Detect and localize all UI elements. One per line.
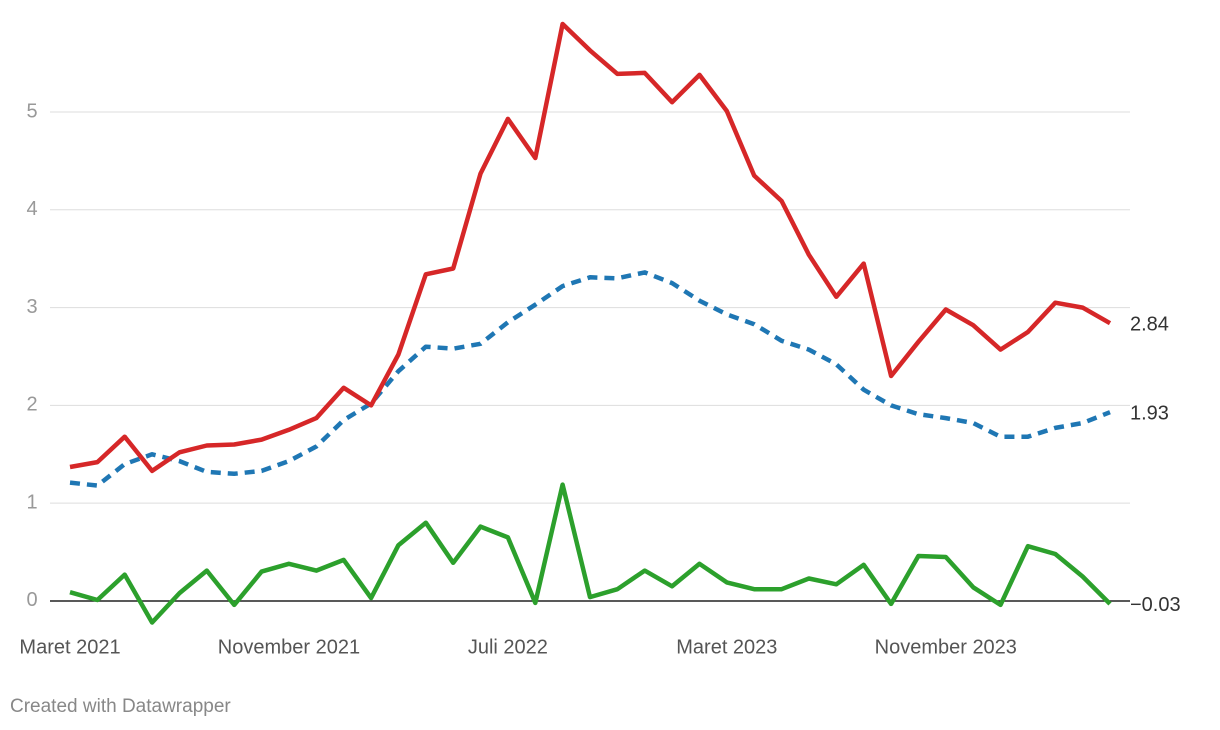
footer: Created with Datawrapper xyxy=(10,696,231,717)
end-label: 2.84 xyxy=(1130,314,1169,336)
x-tick-label: Maret 2021 xyxy=(19,636,120,658)
y-tick-label: 0 xyxy=(26,589,37,611)
end-label: 1.93 xyxy=(1130,403,1169,425)
series-line xyxy=(69,482,1112,625)
x-tick-label: November 2021 xyxy=(218,636,360,658)
y-tick-label: 4 xyxy=(26,198,37,220)
x-tick-label: November 2023 xyxy=(875,636,1017,658)
y-tick-label: 5 xyxy=(26,100,37,122)
y-tick-label: 3 xyxy=(26,296,37,318)
x-tick-label: Maret 2023 xyxy=(676,636,777,658)
y-tick-label: 2 xyxy=(26,394,37,416)
y-tick-label: 1 xyxy=(26,491,37,513)
series-line xyxy=(69,21,1112,474)
end-label: −0.03 xyxy=(1130,594,1181,616)
series-line xyxy=(69,270,1111,488)
x-tick-label: Juli 2022 xyxy=(468,636,548,658)
